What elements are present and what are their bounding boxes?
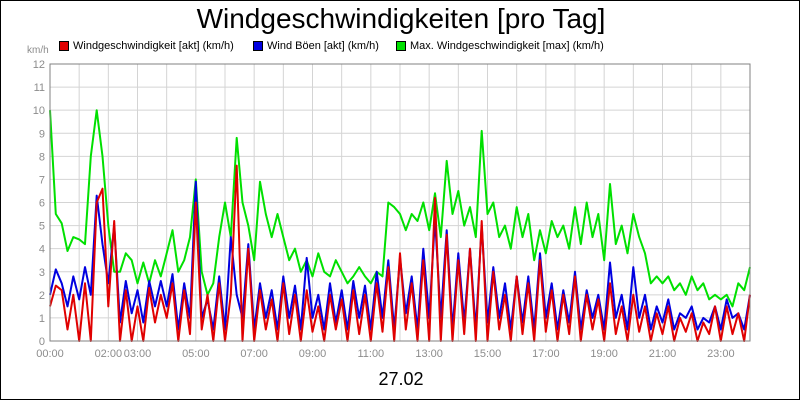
y-tick-label: 8 — [39, 151, 45, 163]
series-line-wind-akt — [49, 164, 751, 342]
y-axis-unit: km/h — [27, 45, 49, 56]
x-tick-label: 02:00 — [95, 348, 123, 360]
x-tick-label: 07:00 — [240, 348, 268, 360]
x-tick-label: 21:00 — [649, 348, 677, 360]
legend-swatch-green — [396, 41, 406, 51]
y-tick-label: 3 — [39, 267, 45, 279]
y-tick-label: 0 — [39, 336, 45, 348]
legend-label-wind-akt: Windgeschwindigkeit [akt] (km/h) — [73, 40, 234, 52]
x-tick-label: 19:00 — [590, 348, 618, 360]
x-tick-label: 00:00 — [36, 348, 64, 360]
legend-label-boeen: Wind Böen [akt] (km/h) — [267, 40, 379, 52]
legend-label-max: Max. Windgeschwindigkeit [max] (km/h) — [410, 40, 604, 52]
x-tick-label: 09:00 — [299, 348, 327, 360]
x-tick-label: 05:00 — [182, 348, 210, 360]
x-tick-label: 15:00 — [474, 348, 502, 360]
legend-item-wind-akt: Windgeschwindigkeit [akt] (km/h) — [59, 39, 234, 53]
x-tick-label: 11:00 — [357, 348, 384, 360]
legend-item-max: Max. Windgeschwindigkeit [max] (km/h) — [396, 39, 604, 53]
y-tick-label: 10 — [33, 105, 45, 117]
y-tick-label: 2 — [39, 290, 45, 302]
chart-title: Windgeschwindigkeiten [pro Tag] — [196, 3, 606, 34]
legend-item-boeen: Wind Böen [akt] (km/h) — [253, 39, 379, 53]
y-tick-label: 5 — [39, 221, 45, 233]
y-tick-label: 12 — [33, 59, 45, 71]
y-tick-label: 6 — [39, 198, 45, 210]
legend-swatch-blue — [253, 41, 263, 51]
plot-border — [49, 63, 751, 342]
y-tick-label: 4 — [39, 244, 45, 256]
x-tick-label: 17:00 — [532, 348, 560, 360]
x-axis-date-label: 27.02 — [378, 369, 424, 389]
series-line-max — [49, 109, 751, 308]
y-tick-label: 11 — [34, 82, 45, 94]
y-tick-label: 9 — [39, 128, 45, 140]
y-tick-label: 7 — [39, 174, 45, 186]
x-tick-label: 03:00 — [124, 348, 152, 360]
x-tick-label: 13:00 — [415, 348, 443, 360]
x-tick-label: 23:00 — [707, 348, 735, 360]
legend-swatch-red — [59, 41, 69, 51]
y-tick-label: 1 — [39, 313, 45, 325]
